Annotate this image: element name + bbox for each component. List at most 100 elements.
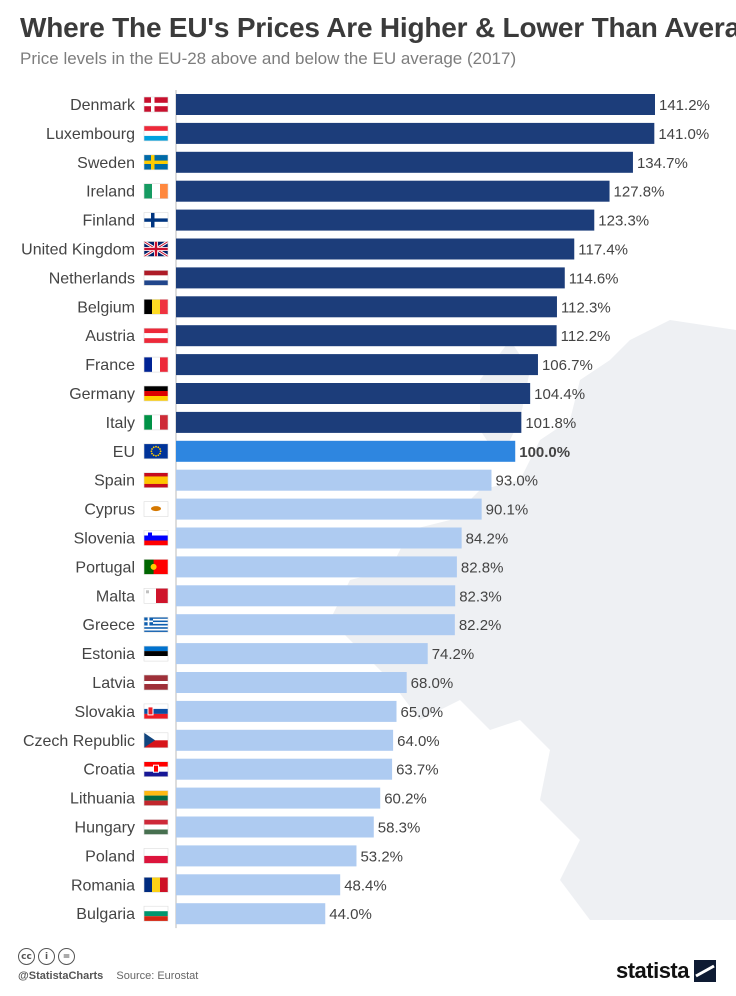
value-label: 90.1% (486, 502, 529, 519)
flag-bg-icon (143, 905, 169, 922)
bar-row: Austria 112.2% (85, 325, 610, 347)
category-label: Romania (71, 877, 135, 894)
bar-row: Ireland 127.8% (86, 180, 664, 202)
category-label: Spain (94, 473, 135, 490)
category-label: Malta (96, 588, 135, 605)
statista-logo-icon (694, 960, 716, 982)
category-label: Slovakia (75, 704, 136, 721)
value-label: 82.8% (461, 559, 504, 576)
value-label: 101.8% (525, 415, 576, 432)
value-label: 48.4% (344, 877, 387, 894)
bar (176, 903, 326, 925)
bar (176, 94, 655, 115)
category-label: Germany (69, 386, 135, 403)
category-label: Luxembourg (46, 126, 135, 143)
category-label: Croatia (83, 762, 135, 779)
value-label: 58.3% (378, 820, 421, 837)
flag-gb-icon (143, 240, 169, 258)
flag-lt-icon (143, 790, 169, 806)
bar-row: Luxembourg 141.0% (46, 122, 709, 144)
creative-commons-icon: cc (18, 948, 35, 965)
flag-fr-icon (143, 356, 169, 373)
category-label: Italy (106, 415, 135, 432)
bar (176, 700, 397, 722)
flag-ie-icon (143, 183, 169, 199)
category-label: Portugal (75, 559, 135, 576)
category-label: Belgium (77, 299, 135, 316)
bar (176, 556, 457, 578)
bar (176, 354, 538, 376)
bar (176, 267, 565, 289)
category-label: Hungary (75, 820, 135, 837)
bar-row: Italy 101.8% (106, 411, 576, 433)
bar (176, 816, 374, 838)
flag-fi-icon (143, 212, 169, 228)
flag-cz-icon (143, 732, 169, 749)
bar-row: Czech Republic 64.0% (23, 729, 440, 751)
bar (176, 180, 610, 202)
category-label: Greece (83, 617, 136, 634)
bar (176, 209, 595, 231)
bar-row: Greece 82.2% (83, 614, 502, 636)
bar-row: Latvia 68.0% (92, 672, 453, 693)
bar (176, 672, 407, 693)
no-derivatives-icon: = (58, 948, 75, 965)
bar-row: Germany 104.4% (69, 383, 585, 404)
flag-at-icon (143, 327, 169, 344)
bar-row: United Kingdom 117.4% (21, 238, 628, 260)
category-label: EU (113, 444, 135, 461)
statista-logo[interactable]: statista (616, 958, 716, 984)
value-label: 63.7% (396, 762, 439, 779)
flag-ee-icon (143, 645, 169, 662)
category-label: Czech Republic (23, 733, 135, 750)
value-label: 93.0% (495, 473, 538, 490)
bar (176, 151, 633, 173)
bar (176, 411, 522, 433)
category-label: Latvia (92, 675, 135, 692)
bar-row: Portugal 82.8% (75, 556, 504, 578)
value-label: 82.3% (459, 588, 502, 605)
category-label: Sweden (77, 155, 135, 172)
value-label: 53.2% (360, 848, 403, 865)
value-label: 82.2% (459, 617, 502, 634)
category-label: Bulgaria (76, 906, 135, 923)
bar-row: Slovakia 65.0% (75, 700, 443, 722)
category-label: Poland (85, 848, 135, 865)
value-label: 74.2% (432, 646, 475, 663)
bar (176, 787, 381, 809)
bar (176, 643, 428, 665)
value-label: 100.0% (519, 444, 570, 461)
license-icons: cc i = (18, 948, 198, 965)
bar (176, 383, 531, 404)
value-label: 112.3% (561, 299, 611, 316)
bar-row: Spain 93.0% (94, 469, 538, 491)
flag-be-icon (143, 299, 169, 315)
flag-hr-icon (143, 761, 169, 778)
bar-chart-svg: Denmark 141.2% Luxembourg 141.0% Sweden 134.7… (21, 90, 710, 929)
value-label: 64.0% (397, 733, 440, 750)
bar-row: Hungary 58.3% (75, 816, 421, 838)
category-label: Austria (85, 328, 135, 345)
bar-row: Bulgaria 44.0% (76, 903, 372, 925)
flag-nl-icon (143, 270, 169, 286)
category-label: Denmark (70, 97, 136, 114)
flag-si-icon (143, 530, 169, 546)
value-label: 141.0% (658, 126, 709, 143)
value-label: 44.0% (329, 906, 372, 923)
bar-row: Estonia 74.2% (82, 643, 475, 665)
social-handle: @StatistaCharts (18, 970, 104, 982)
bar (176, 122, 655, 144)
bar-eu-average (176, 440, 516, 462)
value-label: 141.2% (659, 97, 710, 114)
bar-row: Belgium 112.3% (77, 296, 611, 318)
bar-row: Romania 48.4% (71, 874, 387, 896)
flag-ro-icon (143, 876, 169, 893)
bar (176, 758, 393, 780)
bar (176, 729, 394, 751)
value-label: 114.6% (569, 270, 619, 287)
bar-row: Finland 123.3% (83, 209, 649, 231)
value-label: 68.0% (411, 675, 454, 692)
flag-eu-icon (143, 443, 169, 460)
value-label: 134.7% (637, 155, 688, 172)
bar-row: Slovenia 84.2% (74, 527, 508, 549)
